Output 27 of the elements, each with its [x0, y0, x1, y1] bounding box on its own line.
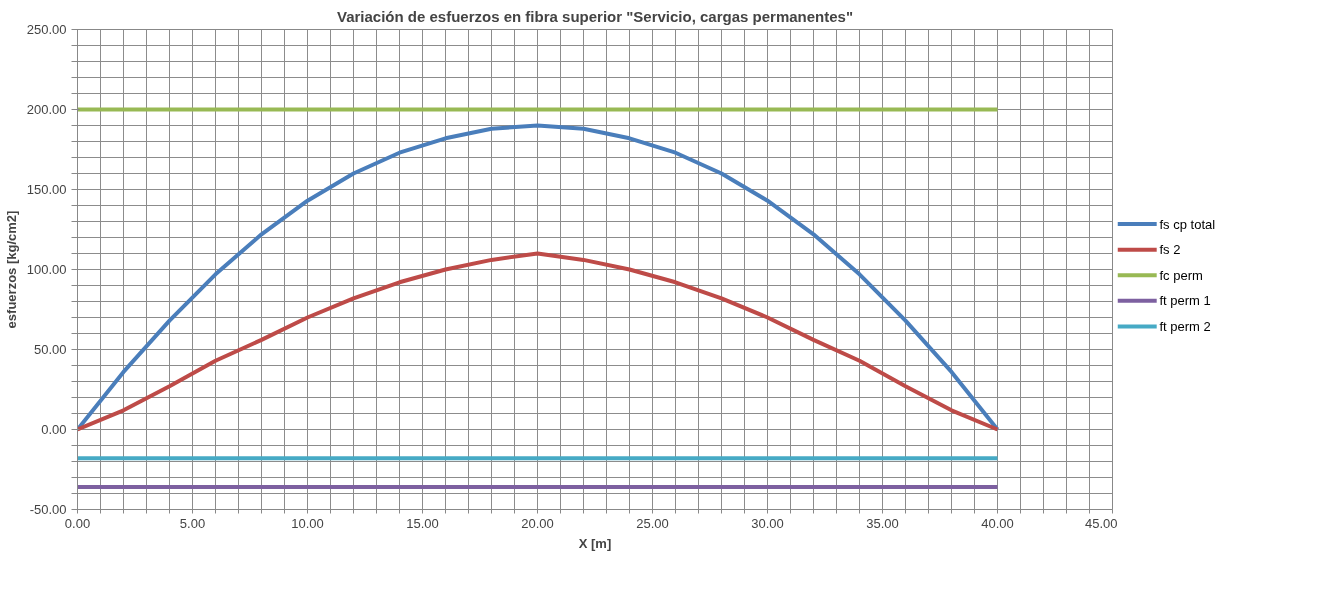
x-tick-label: 45.00	[1084, 515, 1118, 531]
line-series	[77, 123, 1000, 432]
x-tick-label: 15.00	[406, 515, 439, 531]
y-tick-label: 100.00	[26, 262, 67, 277]
y-axis-title: esfuerzos [kg/cm2]	[3, 210, 19, 329]
y-tick-label: 150.00	[26, 182, 67, 197]
y-tick-label: 250.00	[26, 22, 67, 37]
chart-title: Variación de esfuerzos en fibra superior "Servicio, cargas permanentes"	[336, 7, 854, 25]
y-tick-label: -50.00	[29, 502, 67, 517]
x-tick-label: 20.00	[521, 515, 554, 531]
legend-label: fs cp total	[1159, 216, 1216, 232]
x-axis-title: X [m]	[578, 535, 612, 551]
y-tick-label: 200.00	[26, 102, 67, 117]
y-tick-label: 50.00	[33, 342, 67, 357]
line-series	[77, 251, 1000, 432]
legend-label: fc perm	[1159, 267, 1203, 283]
x-tick-label: 25.00	[636, 515, 669, 531]
x-tick-label: 30.00	[751, 515, 784, 531]
x-tick-label: 5.00	[179, 515, 206, 531]
legend-label: fs 2	[1159, 242, 1181, 258]
x-tick-label: 0.00	[64, 515, 91, 531]
x-tick-label: 40.00	[981, 515, 1014, 531]
y-tick-label: 0.00	[41, 422, 67, 437]
x-tick-label: 10.00	[291, 515, 324, 531]
legend-label: ft perm 2	[1159, 318, 1211, 334]
x-tick-label: 35.00	[866, 515, 899, 531]
legend-label: ft perm 1	[1159, 293, 1211, 309]
